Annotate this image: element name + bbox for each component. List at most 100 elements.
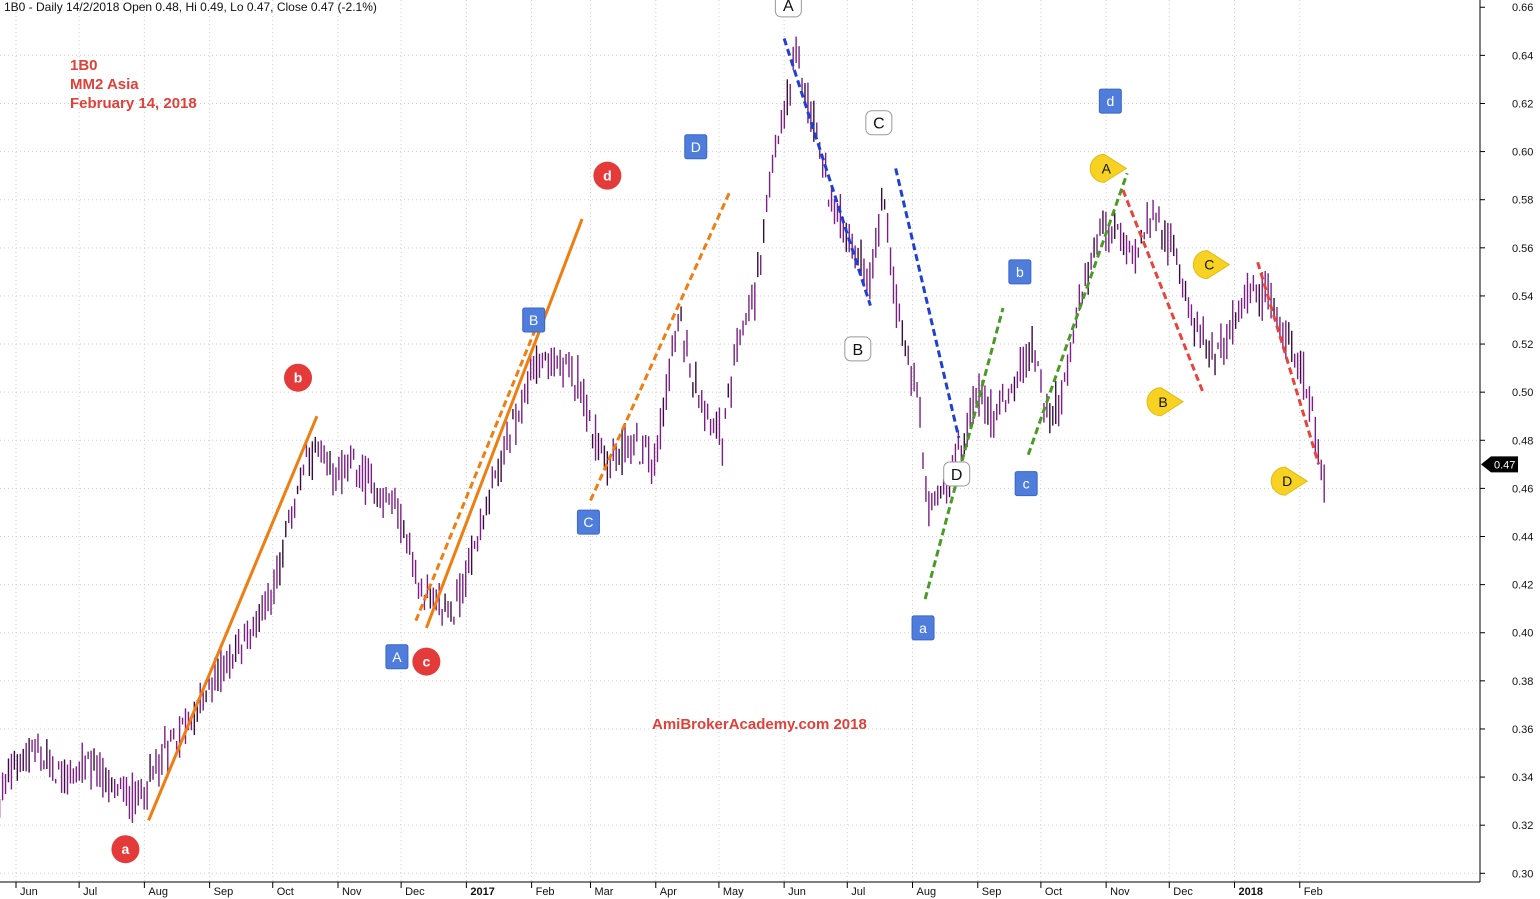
wave-marker	[385, 644, 409, 670]
wave-label-yellow-pin: D	[1270, 466, 1309, 496]
y-tick-label: 0.32	[1512, 820, 1533, 832]
trend-line-orange	[424, 218, 584, 629]
x-tick-label: 2017	[470, 886, 494, 898]
wave-marker	[1089, 153, 1128, 183]
wave-label-blue-box: a	[911, 615, 935, 641]
wave-marker	[1146, 387, 1184, 417]
trend-line-orange	[147, 415, 319, 821]
wave-label-blue-box: A	[385, 644, 409, 670]
wave-text: B	[852, 342, 863, 359]
wave-marker	[1098, 88, 1122, 114]
wave-label-white-box: A	[774, 0, 802, 18]
y-tick-label: 0.44	[1512, 532, 1533, 544]
wave-label-blue-box: C	[576, 509, 600, 535]
wave-text: C	[1204, 257, 1214, 273]
wave-marker	[1014, 471, 1038, 497]
y-tick-label: 0.34	[1512, 772, 1533, 784]
wave-label-red-circle: c	[412, 647, 441, 676]
trend-line-green	[923, 307, 1005, 600]
wave-text: b	[294, 370, 303, 386]
y-tick-label: 0.42	[1512, 580, 1533, 592]
chart-notes: 1B0 MM2 Asia February 14, 2018	[70, 56, 197, 113]
x-tick-label: Mar	[595, 886, 614, 898]
wave-text: a	[122, 841, 130, 857]
trend-line-orange	[589, 191, 731, 502]
wave-text: C	[583, 514, 593, 530]
wave-text: A	[1102, 160, 1112, 176]
watermark: AmiBrokerAcademy.com 2018	[652, 716, 867, 733]
y-tick-label: 0.36	[1512, 724, 1533, 736]
x-tick-label: Dec	[1173, 886, 1193, 898]
x-tick-label: Oct	[277, 886, 294, 898]
y-tick-label: 0.54	[1512, 291, 1533, 303]
x-tick-label: Sep	[214, 886, 234, 898]
trend-line-red	[1121, 189, 1205, 393]
wave-text: A	[392, 649, 402, 665]
wave-text: c	[1023, 476, 1030, 492]
x-tick-label: Apr	[660, 886, 677, 898]
trend-line-blue	[782, 38, 872, 307]
trend-line-orange	[414, 312, 544, 622]
wave-text: B	[529, 312, 538, 328]
trend-line-green	[1026, 172, 1129, 456]
wave-label-white-box: B	[844, 336, 872, 362]
wave-labels: a b c d A B C D A B C Da b c d A B C D	[111, 0, 1309, 864]
x-tick-label: Aug	[917, 886, 937, 898]
x-tick-label: Feb	[1304, 886, 1323, 898]
x-tick-label: 2018	[1239, 886, 1263, 898]
wave-label-red-circle: a	[111, 835, 140, 864]
last-close-label: 0.47	[1494, 459, 1515, 471]
y-tick-label: 0.62	[1512, 98, 1533, 110]
ohlc-bars	[0, 36, 1325, 823]
note-symbol: 1B0	[70, 57, 98, 74]
y-tick-label: 0.48	[1512, 435, 1533, 447]
last-close-marker	[1481, 456, 1518, 473]
trend-lines	[147, 38, 1321, 821]
wave-text: C	[873, 116, 885, 133]
wave-marker	[1270, 466, 1309, 496]
trend-line-red	[1256, 261, 1321, 465]
wave-label-red-circle: b	[284, 363, 313, 392]
wave-marker	[943, 461, 971, 487]
wave-label-blue-box: c	[1014, 471, 1038, 497]
wave-text: D	[691, 139, 701, 155]
y-tick-label: 0.66	[1512, 2, 1533, 14]
x-tick-label: Jun	[20, 886, 38, 898]
x-tick-label: Aug	[148, 886, 168, 898]
x-tick-label: Jul	[851, 886, 865, 898]
wave-label-blue-box: d	[1098, 88, 1122, 114]
x-tick-label: Jul	[83, 886, 97, 898]
wave-marker	[593, 161, 622, 190]
wave-marker	[865, 110, 893, 136]
y-tick-label: 0.56	[1512, 243, 1533, 255]
note-date: February 14, 2018	[70, 95, 197, 112]
trend-line-blue	[894, 168, 961, 439]
wave-marker	[576, 509, 600, 535]
wave-marker	[774, 0, 802, 18]
x-tick-label: Nov	[342, 886, 362, 898]
x-axis: Jun Jul Aug Sep Oct Nov Dec 2017 Feb Mar Apr May Jun…	[0, 881, 1480, 898]
y-tick-label: 0.30	[1512, 868, 1533, 880]
x-tick-label: Oct	[1045, 886, 1062, 898]
wave-marker	[522, 307, 546, 333]
wave-marker	[412, 647, 441, 676]
y-tick-label: 0.46	[1512, 483, 1533, 495]
y-tick-label: 0.60	[1512, 147, 1533, 159]
wave-marker	[911, 615, 935, 641]
x-tick-label: Feb	[536, 886, 555, 898]
chart-header: 1B0 - Daily 14/2/2018 Open 0.48, Hi 0.49…	[4, 0, 377, 14]
wave-label-white-box: D	[943, 461, 971, 487]
wave-label-red-circle: d	[593, 161, 622, 190]
wave-marker	[844, 336, 872, 362]
y-axis: 0.30 0.32 0.34 0.36 0.38 0.40 0.42 0.44 0.46 0.48…	[1479, 0, 1533, 882]
x-tick-label: Nov	[1110, 886, 1130, 898]
wave-label-blue-box: b	[1008, 259, 1032, 285]
y-tick-label: 0.64	[1512, 50, 1533, 62]
wave-text: B	[1158, 394, 1167, 410]
wave-marker	[284, 363, 313, 392]
wave-label-yellow-pin: B	[1146, 387, 1184, 417]
note-company: MM2 Asia	[70, 76, 139, 93]
wave-text: d	[1106, 93, 1114, 109]
y-tick-label: 0.38	[1512, 676, 1533, 688]
